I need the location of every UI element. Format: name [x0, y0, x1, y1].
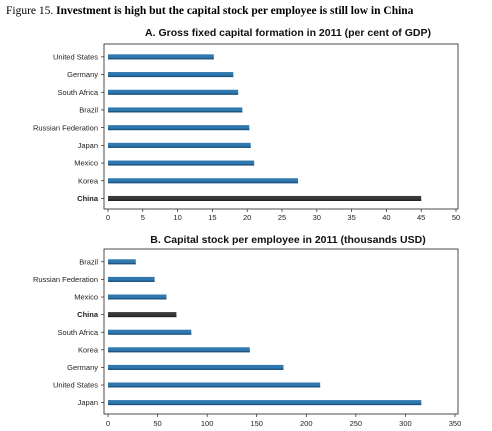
panel-b-bar-china: [108, 312, 177, 318]
panel-b-frame: [103, 248, 459, 415]
panel-a-bar-shade-brazil: [108, 111, 243, 113]
panel-b-category-label-china: China: [77, 310, 99, 319]
panel-a-category-label-mexico: Mexico: [74, 159, 98, 168]
panel-a-frame: [103, 43, 459, 210]
panel-b-bar-shade-mexico: [108, 298, 167, 300]
panel-b-x-tick-label-100: 100: [201, 419, 214, 428]
panel-a-x-tick-label-5: 5: [141, 213, 145, 222]
panel-b-bar-united-states: [108, 382, 321, 388]
panel-b-category-label-japan: Japan: [78, 398, 98, 407]
panel-b-x-tick-label-350: 350: [449, 419, 462, 428]
panel-b-category-label-south-africa: South Africa: [58, 328, 99, 337]
panel-b-bar-shade-japan: [108, 403, 422, 406]
panel-a-bar-china: [108, 195, 422, 201]
panel-b-bar-shade-china: [108, 315, 177, 318]
panel-b-bar-shade-germany: [108, 368, 284, 370]
panel-a-x-tick-label-15: 15: [208, 213, 216, 222]
panel-a-category-label-germany: Germany: [67, 70, 98, 79]
panel-b-bar-shade-korea: [108, 350, 250, 353]
panel-a-x-tick-label-45: 45: [417, 213, 425, 222]
panel-a-x-tick-label-50: 50: [452, 213, 460, 222]
panel-a-bar-shade-korea: [108, 181, 299, 184]
panel-b-bar-shade-brazil: [108, 262, 136, 265]
panel-b-bar-germany: [108, 364, 284, 370]
figure-title-text: Investment is high but the capital stock…: [56, 5, 414, 17]
panel-b-x-tick-label-150: 150: [250, 419, 263, 428]
panel-a-x-tick-label-25: 25: [278, 213, 286, 222]
panel-a-bar-united-states: [108, 54, 214, 60]
panel-a-bar-korea: [108, 178, 299, 184]
panel-a-x-tick-label-30: 30: [313, 213, 321, 222]
panel-b-bar-shade-russian-federation: [108, 280, 155, 282]
panel-a-bar-mexico: [108, 160, 255, 166]
panel-a-x-tick-label-35: 35: [347, 213, 355, 222]
panel-b-bar-korea: [108, 347, 250, 353]
panel-a-bar-shade-mexico: [108, 164, 255, 166]
panel-a-bar-shade-japan: [108, 146, 251, 148]
figure-number: Figure 15.: [6, 5, 54, 17]
panel-b-bar-japan: [108, 400, 422, 406]
panel-a-category-label-united-states: United States: [53, 52, 98, 61]
panel-a-title: A. Gross fixed capital formation in 2011…: [145, 27, 431, 39]
panel-b-bar-south-africa: [108, 329, 192, 335]
panel-b-bar-brazil: [108, 259, 136, 265]
panel-b-bar-russian-federation: [108, 276, 155, 282]
panel-a-bar-shade-united-states: [108, 57, 214, 60]
panel-a-x-tick-label-40: 40: [382, 213, 390, 222]
panel-a-bar-south-africa: [108, 89, 239, 95]
panel-a-bar-russian-federation: [108, 125, 250, 131]
panel-b-category-label-korea: Korea: [78, 345, 99, 354]
panel-a-bar-germany: [108, 72, 234, 78]
panel-a-x-tick-label-20: 20: [243, 213, 251, 222]
panel-a-bar-shade-germany: [108, 75, 234, 78]
panel-b-bar-shade-united-states: [108, 386, 321, 388]
panel-b-x-tick-label-50: 50: [153, 419, 161, 428]
panel-b-chart: B. Capital stock per employee in 2011 (t…: [33, 234, 461, 428]
panel-a-category-label-brazil: Brazil: [79, 106, 98, 115]
panel-b-x-tick-label-0: 0: [106, 419, 110, 428]
figure-title: Figure 15. Investment is high but the ca…: [6, 5, 413, 17]
panel-a-category-label-south-africa: South Africa: [58, 88, 99, 97]
panel-a-chart: A. Gross fixed capital formation in 2011…: [33, 27, 460, 222]
panel-a-category-label-japan: Japan: [78, 141, 98, 150]
panel-a-bar-brazil: [108, 107, 243, 113]
panel-b-category-label-russian-federation: Russian Federation: [33, 275, 98, 284]
panel-b-bar-shade-south-africa: [108, 333, 192, 335]
panel-b-x-tick-label-200: 200: [300, 419, 313, 428]
panel-b-x-tick-label-300: 300: [399, 419, 412, 428]
panel-b-category-label-germany: Germany: [67, 363, 98, 372]
panel-a-bar-shade-china: [108, 199, 422, 201]
panel-b-x-tick-label-250: 250: [350, 419, 363, 428]
panel-a-bar-shade-russian-federation: [108, 128, 250, 131]
panel-a-category-label-russian-federation: Russian Federation: [33, 123, 98, 132]
panel-a-category-label-china: China: [77, 194, 99, 203]
panel-a-category-label-korea: Korea: [78, 176, 99, 185]
panel-b-bar-mexico: [108, 294, 167, 300]
panel-a-bar-japan: [108, 142, 251, 148]
panel-a-bar-shade-south-africa: [108, 93, 239, 95]
panel-b-title: B. Capital stock per employee in 2011 (t…: [150, 234, 425, 246]
panel-a-x-tick-label-0: 0: [106, 213, 110, 222]
panel-a-x-tick-label-10: 10: [173, 213, 181, 222]
panel-b-category-label-mexico: Mexico: [74, 293, 98, 302]
panel-b-category-label-united-states: United States: [53, 381, 98, 390]
panel-b-category-label-brazil: Brazil: [79, 257, 98, 266]
